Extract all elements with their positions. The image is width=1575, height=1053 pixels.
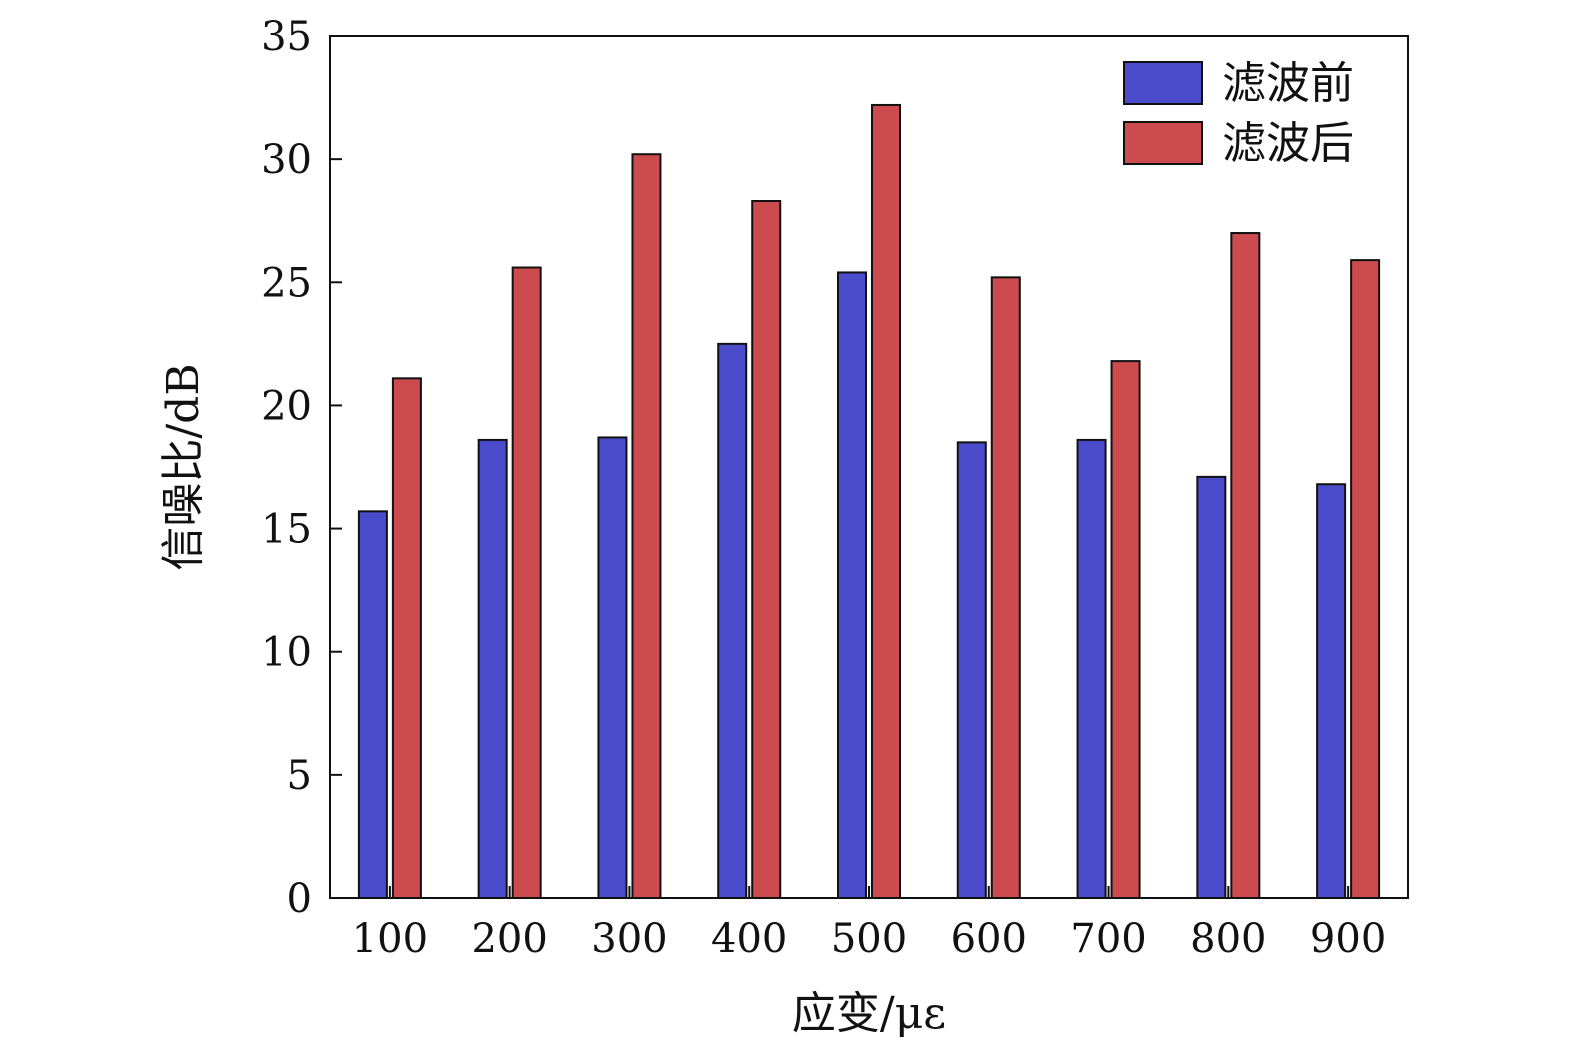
bar-after-filter-600 <box>990 276 1021 899</box>
bar-before-filter-400 <box>717 342 748 900</box>
bar-after-filter-900 <box>1350 259 1381 899</box>
y-tick-label-10: 10 <box>261 630 312 676</box>
x-tick-label-800: 800 <box>1190 916 1266 962</box>
y-tick-label-0: 0 <box>287 876 312 922</box>
y-tick-label-15: 15 <box>261 507 312 553</box>
legend: 滤波前 滤波后 <box>1123 58 1354 169</box>
bar-after-filter-400 <box>751 200 782 900</box>
x-tick-label-500: 500 <box>831 916 907 962</box>
y-tick-label-25: 25 <box>261 260 312 306</box>
y-tick-label-30: 30 <box>261 137 312 183</box>
legend-swatch-before-filter <box>1123 61 1203 105</box>
x-tick-label-900: 900 <box>1310 916 1386 962</box>
y-tick-label-35: 35 <box>261 14 312 60</box>
x-tick-label-600: 600 <box>951 916 1027 962</box>
bar-after-filter-200 <box>511 266 542 900</box>
bar-before-filter-200 <box>477 438 508 899</box>
bars-layer <box>357 103 1381 900</box>
y-tick-label-5: 5 <box>287 753 312 799</box>
bar-before-filter-100 <box>357 510 388 899</box>
ticks-layer: 100 200 300 400 500 600 700 800 900 0 5 10 15 20 25 30 3… <box>261 14 1386 962</box>
bar-before-filter-600 <box>956 441 987 899</box>
x-tick-label-300: 300 <box>591 916 667 962</box>
y-axis-label: 信噪比/dB <box>158 363 209 570</box>
bar-after-filter-500 <box>871 103 901 899</box>
plot-area-frame <box>329 35 1409 899</box>
bar-before-filter-800 <box>1196 475 1227 899</box>
bar-after-filter-800 <box>1230 232 1261 899</box>
bar-before-filter-300 <box>597 436 628 899</box>
x-tick-label-400: 400 <box>711 916 787 962</box>
x-tick-label-100: 100 <box>352 916 428 962</box>
legend-swatch-after-filter <box>1123 121 1203 165</box>
bar-after-filter-700 <box>1110 360 1141 899</box>
bar-after-filter-300 <box>631 153 662 899</box>
bar-before-filter-700 <box>1076 438 1107 899</box>
bar-after-filter-100 <box>391 377 422 899</box>
legend-label-before-filter: 滤波前 <box>1222 58 1354 109</box>
y-tick-label-20: 20 <box>261 383 312 429</box>
legend-label-after-filter: 滤波后 <box>1222 118 1354 169</box>
bar-before-filter-500 <box>837 271 867 900</box>
x-tick-label-200: 200 <box>471 916 547 962</box>
x-axis-label: 应变/με <box>792 988 946 1039</box>
x-tick-label-700: 700 <box>1070 916 1146 962</box>
bar-before-filter-900 <box>1316 483 1347 899</box>
